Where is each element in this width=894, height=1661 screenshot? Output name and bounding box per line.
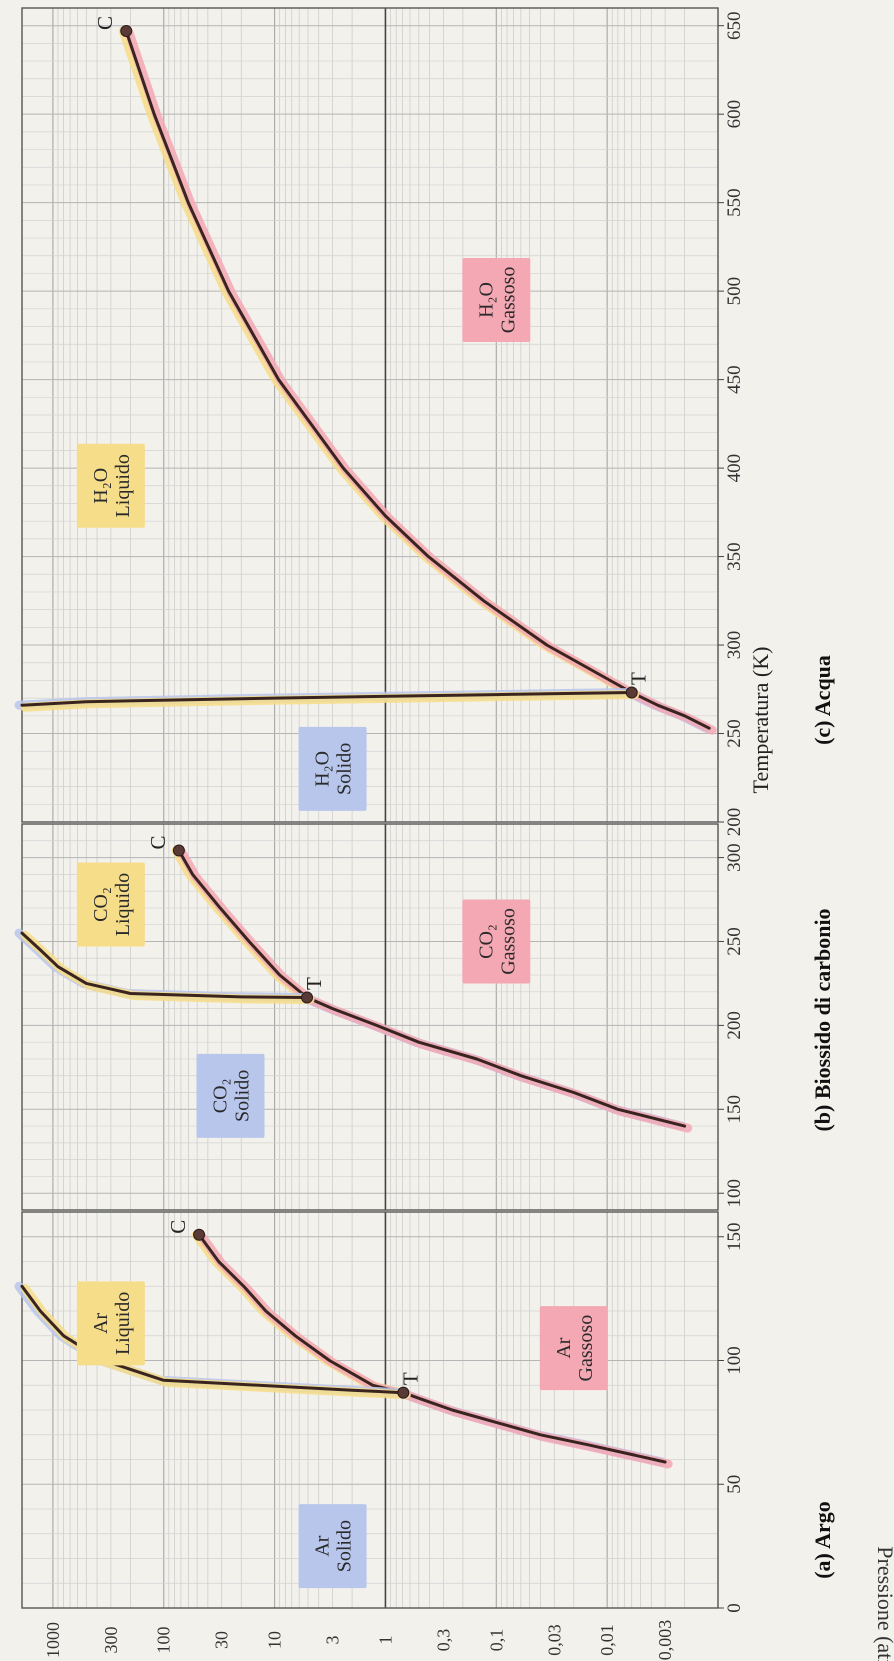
triple-point-marker [301,991,314,1004]
temperature-tick-label: 550 [724,188,745,217]
solid-region-label: CO₂Solido [209,1070,253,1122]
liquid-region-box [76,1281,145,1366]
phase-boundary-line [124,29,634,694]
pressure-tick-label: 0,3 [433,1629,453,1652]
temperature-tick-label: 100 [724,1179,745,1208]
temperature-tick-label: 50 [724,1475,745,1494]
panel-frame [21,823,719,1211]
panel-caption: (c) Acqua [810,655,835,745]
temperature-tick-label: 450 [724,365,745,394]
pressure-tick-label: 0,01 [597,1624,617,1656]
critical-point-label: C [146,836,170,850]
critical-point-marker [120,25,133,38]
solid-region-label: ArSolido [312,1520,356,1572]
triple-point-label: T [302,977,326,990]
pressure-tick-label: 1 [375,1636,395,1645]
temperature-tick-label: 350 [724,542,745,571]
liquid-region-box [76,862,145,947]
pressure-tick-label: 1000 [43,1622,63,1658]
panel-frame [21,7,719,823]
temperature-tick-label: 250 [724,719,745,748]
labels-layer: 0 50 100 150 T C ArSolido ArLiquido ArGassoso (a)… [43,11,835,1660]
critical-point-marker [193,1228,206,1241]
critical-point-marker [172,844,185,857]
gas-region-label: ArGassoso [553,1315,597,1382]
phase-boundary-line [177,849,309,999]
triple-point-label: T [398,1372,422,1385]
pressure-tick-label: 0,03 [544,1624,564,1656]
liquid-region-label: CO₂Liquido [90,873,134,936]
pressure-tick-label: 3 [323,1636,343,1645]
temperature-tick-label: 100 [724,1346,745,1375]
frames-layer [21,7,724,1609]
solid-region-label: H₂OSolido [312,743,356,795]
pressure-tick-label: 10 [265,1631,285,1649]
temperature-tick-label: 500 [724,277,745,306]
temperature-tick-label: 200 [724,808,745,837]
pressure-tick-label: 300 [101,1627,121,1654]
phase-boundary-line [20,691,634,707]
phase-boundary-line [401,1391,667,1464]
phase-boundary-line [197,1233,405,1395]
gas-region-box [539,1306,608,1391]
phase-boundary-line [630,691,711,730]
solid-region-box [298,726,367,811]
temperature-tick-label: 150 [724,1223,745,1252]
temperature-tick-label: 400 [724,454,745,483]
temperature-tick-label: 0 [724,1603,745,1613]
panel-caption: (a) Argo [810,1501,835,1579]
phase-boundary-line [305,996,687,1128]
solid-region-box [196,1053,265,1138]
curve-glow [20,690,640,712]
triple-point-marker [625,686,638,699]
gas-region-box [462,257,531,342]
triple-point-label: T [627,672,651,685]
phase-boundary-line [20,931,309,999]
pressure-tick-label: 30 [212,1631,232,1649]
gas-region-label: H₂OGassoso [475,267,519,334]
temperature-tick-label: 650 [724,11,745,40]
pressure-tick-label: 0,1 [486,1629,506,1652]
critical-point-label: C [166,1220,190,1234]
temperature-tick-label: 200 [724,1011,745,1040]
panel-caption: (b) Biossido di carbonio [810,908,835,1131]
triple-point-marker [397,1386,410,1399]
critical-point-label: C [93,16,117,30]
y-axis-label: Pressione (atm) [873,1546,894,1661]
gas-region-label: CO₂Gassoso [475,908,519,975]
curves-layer [14,25,717,1589]
temperature-tick-label: 300 [724,843,745,872]
liquid-region-label: H₂OLiquido [90,454,134,517]
gas-region-box [462,899,531,984]
liquid-region-box [76,443,145,528]
pressure-tick-label: 0,003 [655,1620,675,1661]
liquid-region-label: ArLiquido [90,1292,134,1355]
solid-region-box [298,1504,367,1589]
temperature-tick-label: 300 [724,631,745,660]
pressure-tick-label: 100 [154,1627,174,1654]
temperature-tick-label: 150 [724,1095,745,1124]
panel-frame [21,1211,719,1609]
temperature-tick-label: 250 [724,927,745,956]
x-axis-label: Temperatura (K) [748,647,773,794]
temperature-tick-label: 600 [724,100,745,129]
